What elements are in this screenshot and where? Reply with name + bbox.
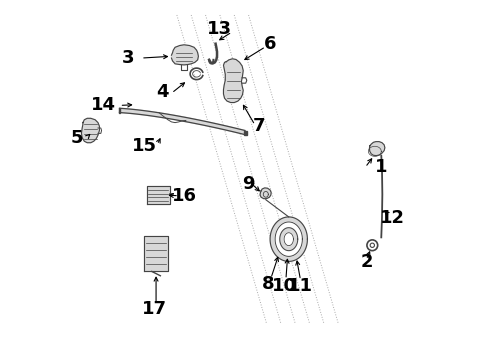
Circle shape	[367, 240, 378, 251]
Text: 16: 16	[172, 187, 196, 205]
Polygon shape	[81, 118, 99, 143]
Text: 17: 17	[142, 300, 167, 318]
Text: 5: 5	[71, 129, 83, 147]
Text: 7: 7	[253, 117, 266, 135]
Text: 2: 2	[361, 253, 373, 271]
Text: 10: 10	[272, 277, 297, 295]
Polygon shape	[275, 222, 302, 256]
Text: 4: 4	[156, 83, 169, 101]
Polygon shape	[245, 131, 247, 135]
Polygon shape	[270, 217, 307, 261]
Text: 3: 3	[122, 49, 135, 67]
Polygon shape	[260, 188, 271, 199]
Polygon shape	[119, 108, 120, 113]
Text: 6: 6	[264, 35, 276, 53]
Polygon shape	[223, 59, 243, 103]
Text: 15: 15	[132, 137, 157, 155]
Polygon shape	[172, 45, 198, 65]
Polygon shape	[369, 141, 385, 156]
Text: 9: 9	[243, 175, 255, 193]
Text: 12: 12	[380, 209, 405, 227]
Text: 1: 1	[375, 158, 388, 176]
Text: 13: 13	[207, 21, 232, 39]
Text: 11: 11	[288, 277, 313, 295]
Polygon shape	[144, 235, 168, 271]
Text: 8: 8	[262, 275, 274, 293]
Text: 14: 14	[91, 96, 116, 114]
Polygon shape	[284, 233, 294, 246]
Polygon shape	[120, 108, 245, 135]
Polygon shape	[280, 228, 298, 251]
Polygon shape	[147, 186, 170, 204]
